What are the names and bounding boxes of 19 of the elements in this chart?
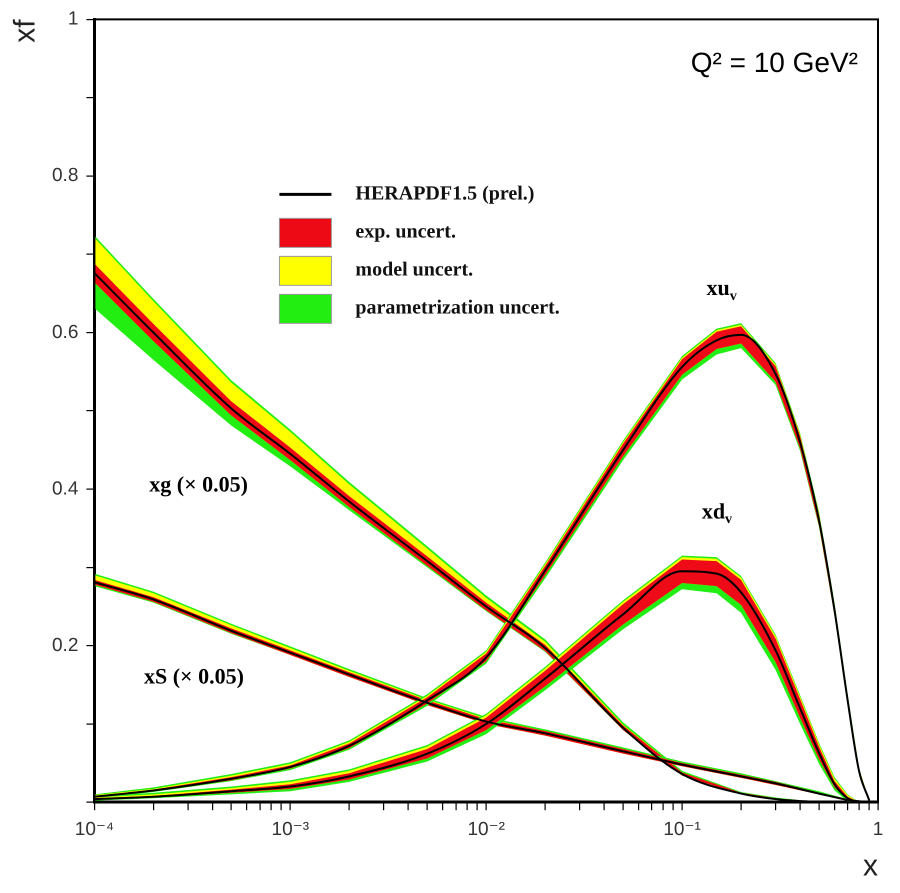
- x-tick-label: 10⁻⁴: [74, 818, 114, 840]
- annotation: xg (× 0.05): [149, 472, 248, 497]
- y-tick-label: 0.4: [52, 478, 79, 500]
- x-tick-label: 10⁻²: [467, 818, 505, 840]
- y-tick-label: 1: [68, 8, 78, 30]
- y-tick-label: 0.6: [52, 322, 78, 343]
- legend-label: parametrization uncert.: [355, 296, 560, 319]
- annotation: xS (× 0.05): [144, 663, 244, 688]
- y-tick-label: 0.8: [52, 165, 78, 186]
- y-axis-title: xf: [8, 18, 42, 43]
- legend-label: HERAPDF1.5 (prel.): [355, 182, 534, 205]
- annotation: Q² = 10 GeV²: [690, 47, 858, 78]
- legend-label: model uncert.: [355, 258, 474, 281]
- x-tick-label: 10⁻¹: [663, 818, 701, 840]
- x-tick-label: 1: [872, 818, 884, 840]
- x-axis-title: x: [863, 849, 878, 882]
- y-tick-label: 0.2: [52, 634, 78, 656]
- legend-label: exp. uncert.: [355, 220, 456, 243]
- x-tick-label: 10⁻³: [272, 818, 310, 840]
